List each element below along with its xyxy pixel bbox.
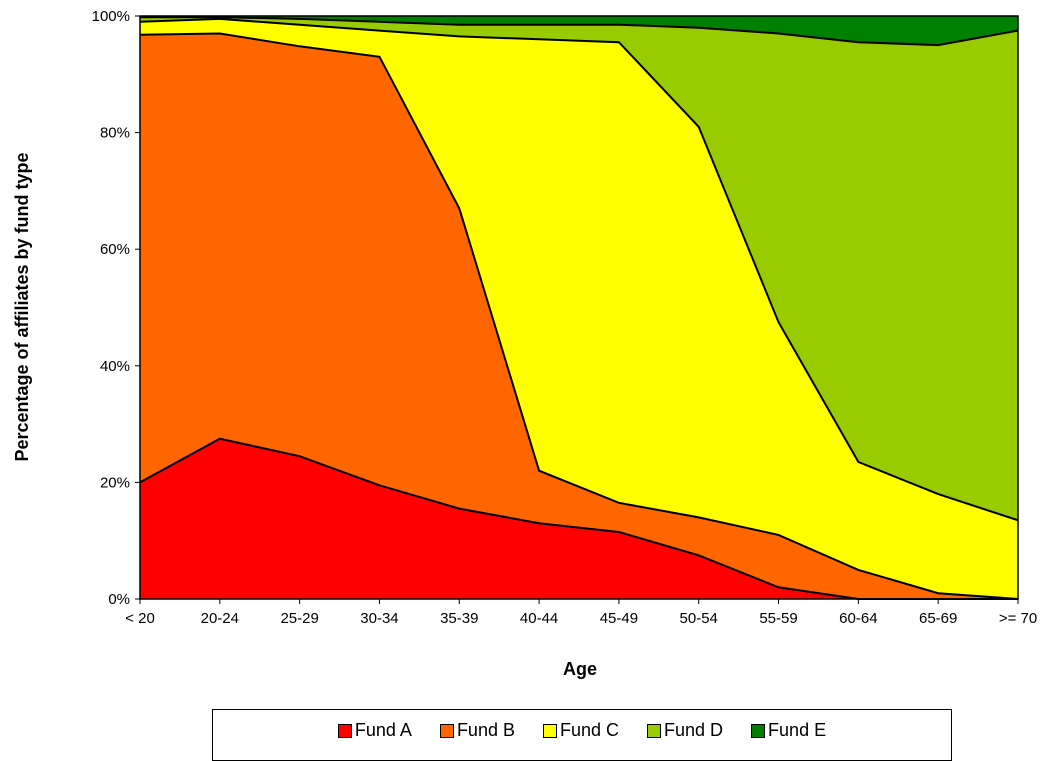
y-tick-label: 80%	[100, 125, 130, 142]
x-tick-label: 45-49	[600, 610, 638, 627]
area-fund-c	[140, 18, 1018, 599]
x-tick-label: 30-34	[360, 610, 398, 627]
y-tick-label: 20%	[100, 474, 130, 491]
x-axis-ticks: < 20 20-24 25-29 30-34 35-39 40-44 45-49 50-54 5…	[125, 610, 1037, 627]
y-tick-label: 0%	[108, 591, 130, 608]
area-fund-d	[140, 17, 1018, 521]
y-tick-label: 40%	[100, 358, 130, 375]
y-axis-ticks: 0% 20% 40% 60% 80% 100%	[92, 8, 130, 608]
y-axis-label: Percentage of affiliates by fund type	[12, 152, 32, 461]
legend-swatch	[337, 723, 352, 738]
axes	[135, 15, 1019, 604]
x-tick-label: 25-29	[280, 610, 318, 627]
legend-label: Fund E	[768, 720, 827, 740]
legend-item-fund-d: Fund D	[647, 720, 723, 741]
area-fund-b	[140, 33, 1018, 599]
x-tick-label: 20-24	[201, 610, 239, 627]
x-tick-label: 65-69	[919, 610, 957, 627]
legend-label: Fund D	[664, 720, 724, 740]
legend-swatch	[751, 723, 766, 738]
legend-item-fund-e: Fund E	[751, 720, 826, 741]
x-tick-label: 60-64	[839, 610, 877, 627]
y-tick-label: 60%	[100, 241, 130, 258]
boundary-line-fund-b	[139, 32, 1019, 600]
legend-swatch	[542, 723, 557, 738]
y-tick-label: 100%	[92, 8, 130, 25]
legend-item-fund-b: Fund B	[439, 720, 515, 741]
x-tick-label: 55-59	[759, 610, 797, 627]
plot-areas	[139, 15, 1019, 600]
legend-label: Fund C	[559, 720, 620, 740]
legend-swatch	[439, 723, 454, 738]
area-chart: 0% 20% 40% 60% 80% 100% < 20 20-24 25-29 30-34 35…	[12, 8, 1037, 679]
x-tick-label: < 20	[125, 610, 155, 627]
boundary-line-fund-c	[139, 17, 1019, 522]
legend-item-fund-a: Fund A	[337, 720, 412, 741]
legend-swatch	[647, 723, 662, 738]
legend-item-fund-c: Fund C	[542, 720, 620, 741]
area-fund-e	[140, 16, 1018, 46]
x-tick-label: 40-44	[520, 610, 558, 627]
legend: Fund A Fund B Fund C Fund D Fund E	[212, 709, 952, 761]
legend-label: Fund A	[354, 720, 412, 740]
x-tick-label: >= 70	[999, 610, 1037, 627]
boundary-line-fund-d	[140, 16, 1019, 47]
x-tick-label: 35-39	[440, 610, 478, 627]
x-tick-label: 50-54	[680, 610, 718, 627]
legend-label: Fund B	[456, 720, 515, 740]
x-axis-label: Age	[563, 659, 597, 679]
